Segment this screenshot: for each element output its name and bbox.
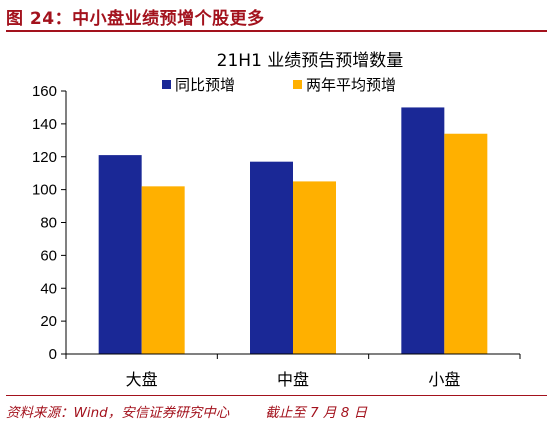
x-category-label: 中盘 [277,370,309,389]
y-tick-label: 0 [49,346,57,363]
bar-1-2 [250,161,293,354]
bars [98,107,488,354]
y-tick-label: 80 [40,215,57,232]
x-category-label: 小盘 [428,370,460,389]
legend-label-1: 同比预增 [175,76,235,94]
y-tick-label: 20 [40,313,57,330]
bar-1-3 [401,107,445,354]
date-note: 截止至 7 月 8 日 [265,405,368,421]
legend-label-2: 两年平均预增 [306,76,396,94]
x-axis: 大盘 中盘 小盘 [65,353,521,389]
source-note: 资料来源：Wind，安信证券研究中心 截止至 7 月 8 日 [6,401,367,421]
y-tick-label: 100 [32,182,57,199]
y-tick-label: 160 [32,83,57,100]
chart-title: 21H1 业绩预告预增数量 [217,51,404,71]
legend-swatch-1 [162,80,171,89]
chart-legend: 同比预增 两年平均预增 [162,76,396,94]
bar-2-1 [141,186,185,354]
figure-title: 图 24：中小盘业绩预增个股更多 [6,9,265,29]
x-category-label: 大盘 [126,370,158,389]
y-tick-label: 120 [32,149,57,166]
legend-swatch-2 [293,80,302,89]
bar-2-2 [293,181,336,354]
source-text: 资料来源：Wind，安信证券研究中心 [6,405,230,421]
y-tick-label: 40 [40,280,57,297]
bar-1-1 [98,155,142,354]
bar-2-3 [444,133,488,354]
title-divider [6,30,547,32]
y-tick-label: 140 [32,116,57,133]
y-tick-label: 60 [40,247,57,264]
source-divider [6,395,547,396]
y-axis: 0 20 40 60 80 100 120 140 160 [32,83,67,363]
